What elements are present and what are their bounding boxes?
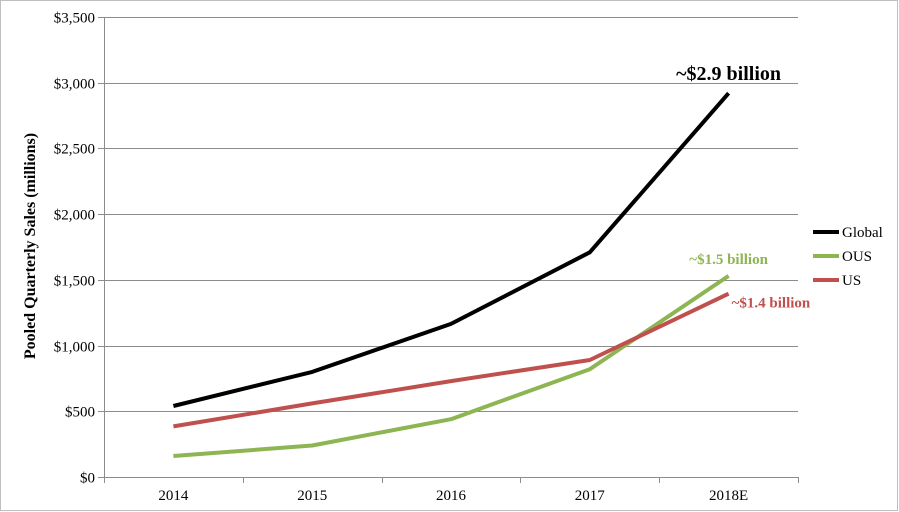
legend: Global OUS US	[813, 225, 883, 289]
x-tick-label: 2018E	[709, 488, 748, 504]
y-tick-label: $0	[80, 471, 95, 487]
legend-label-us: US	[842, 273, 861, 289]
series-lines	[172, 91, 731, 458]
x-tick-label: 2017	[575, 488, 606, 504]
gridlines	[104, 17, 798, 478]
annotation-global: ~$2.9 billion	[676, 63, 781, 85]
annotations: ~$2.9 billion ~$1.5 billion ~$1.4 billion	[676, 63, 811, 311]
annotation-ous: ~$1.5 billion	[689, 252, 768, 268]
y-tick-label: $1,000	[54, 340, 95, 356]
annotation-us: ~$1.4 billion	[732, 296, 811, 312]
y-tick-label: $3,500	[54, 11, 95, 27]
x-tick-label: 2014	[158, 488, 189, 504]
y-tick-label: $1,500	[54, 274, 95, 290]
series-line-global	[172, 91, 731, 408]
series-line-ous	[173, 274, 730, 458]
y-tick-label: $2,000	[54, 208, 95, 224]
series-line-us	[173, 291, 730, 429]
x-tick-label: 2016	[436, 488, 467, 504]
y-tick-label: $500	[65, 405, 95, 421]
y-axis-title: Pooled Quarterly Sales (millions)	[22, 133, 39, 359]
tick-labels: $0 $500 $1,000 $1,500 $2,000 $2,500 $3,000 $3,5…	[54, 11, 748, 505]
legend-label-ous: OUS	[842, 249, 872, 265]
legend-label-global: Global	[842, 225, 883, 241]
y-tick-label: $3,000	[54, 77, 95, 93]
y-tick-label: $2,500	[54, 142, 95, 158]
x-tick-label: 2015	[297, 488, 327, 504]
